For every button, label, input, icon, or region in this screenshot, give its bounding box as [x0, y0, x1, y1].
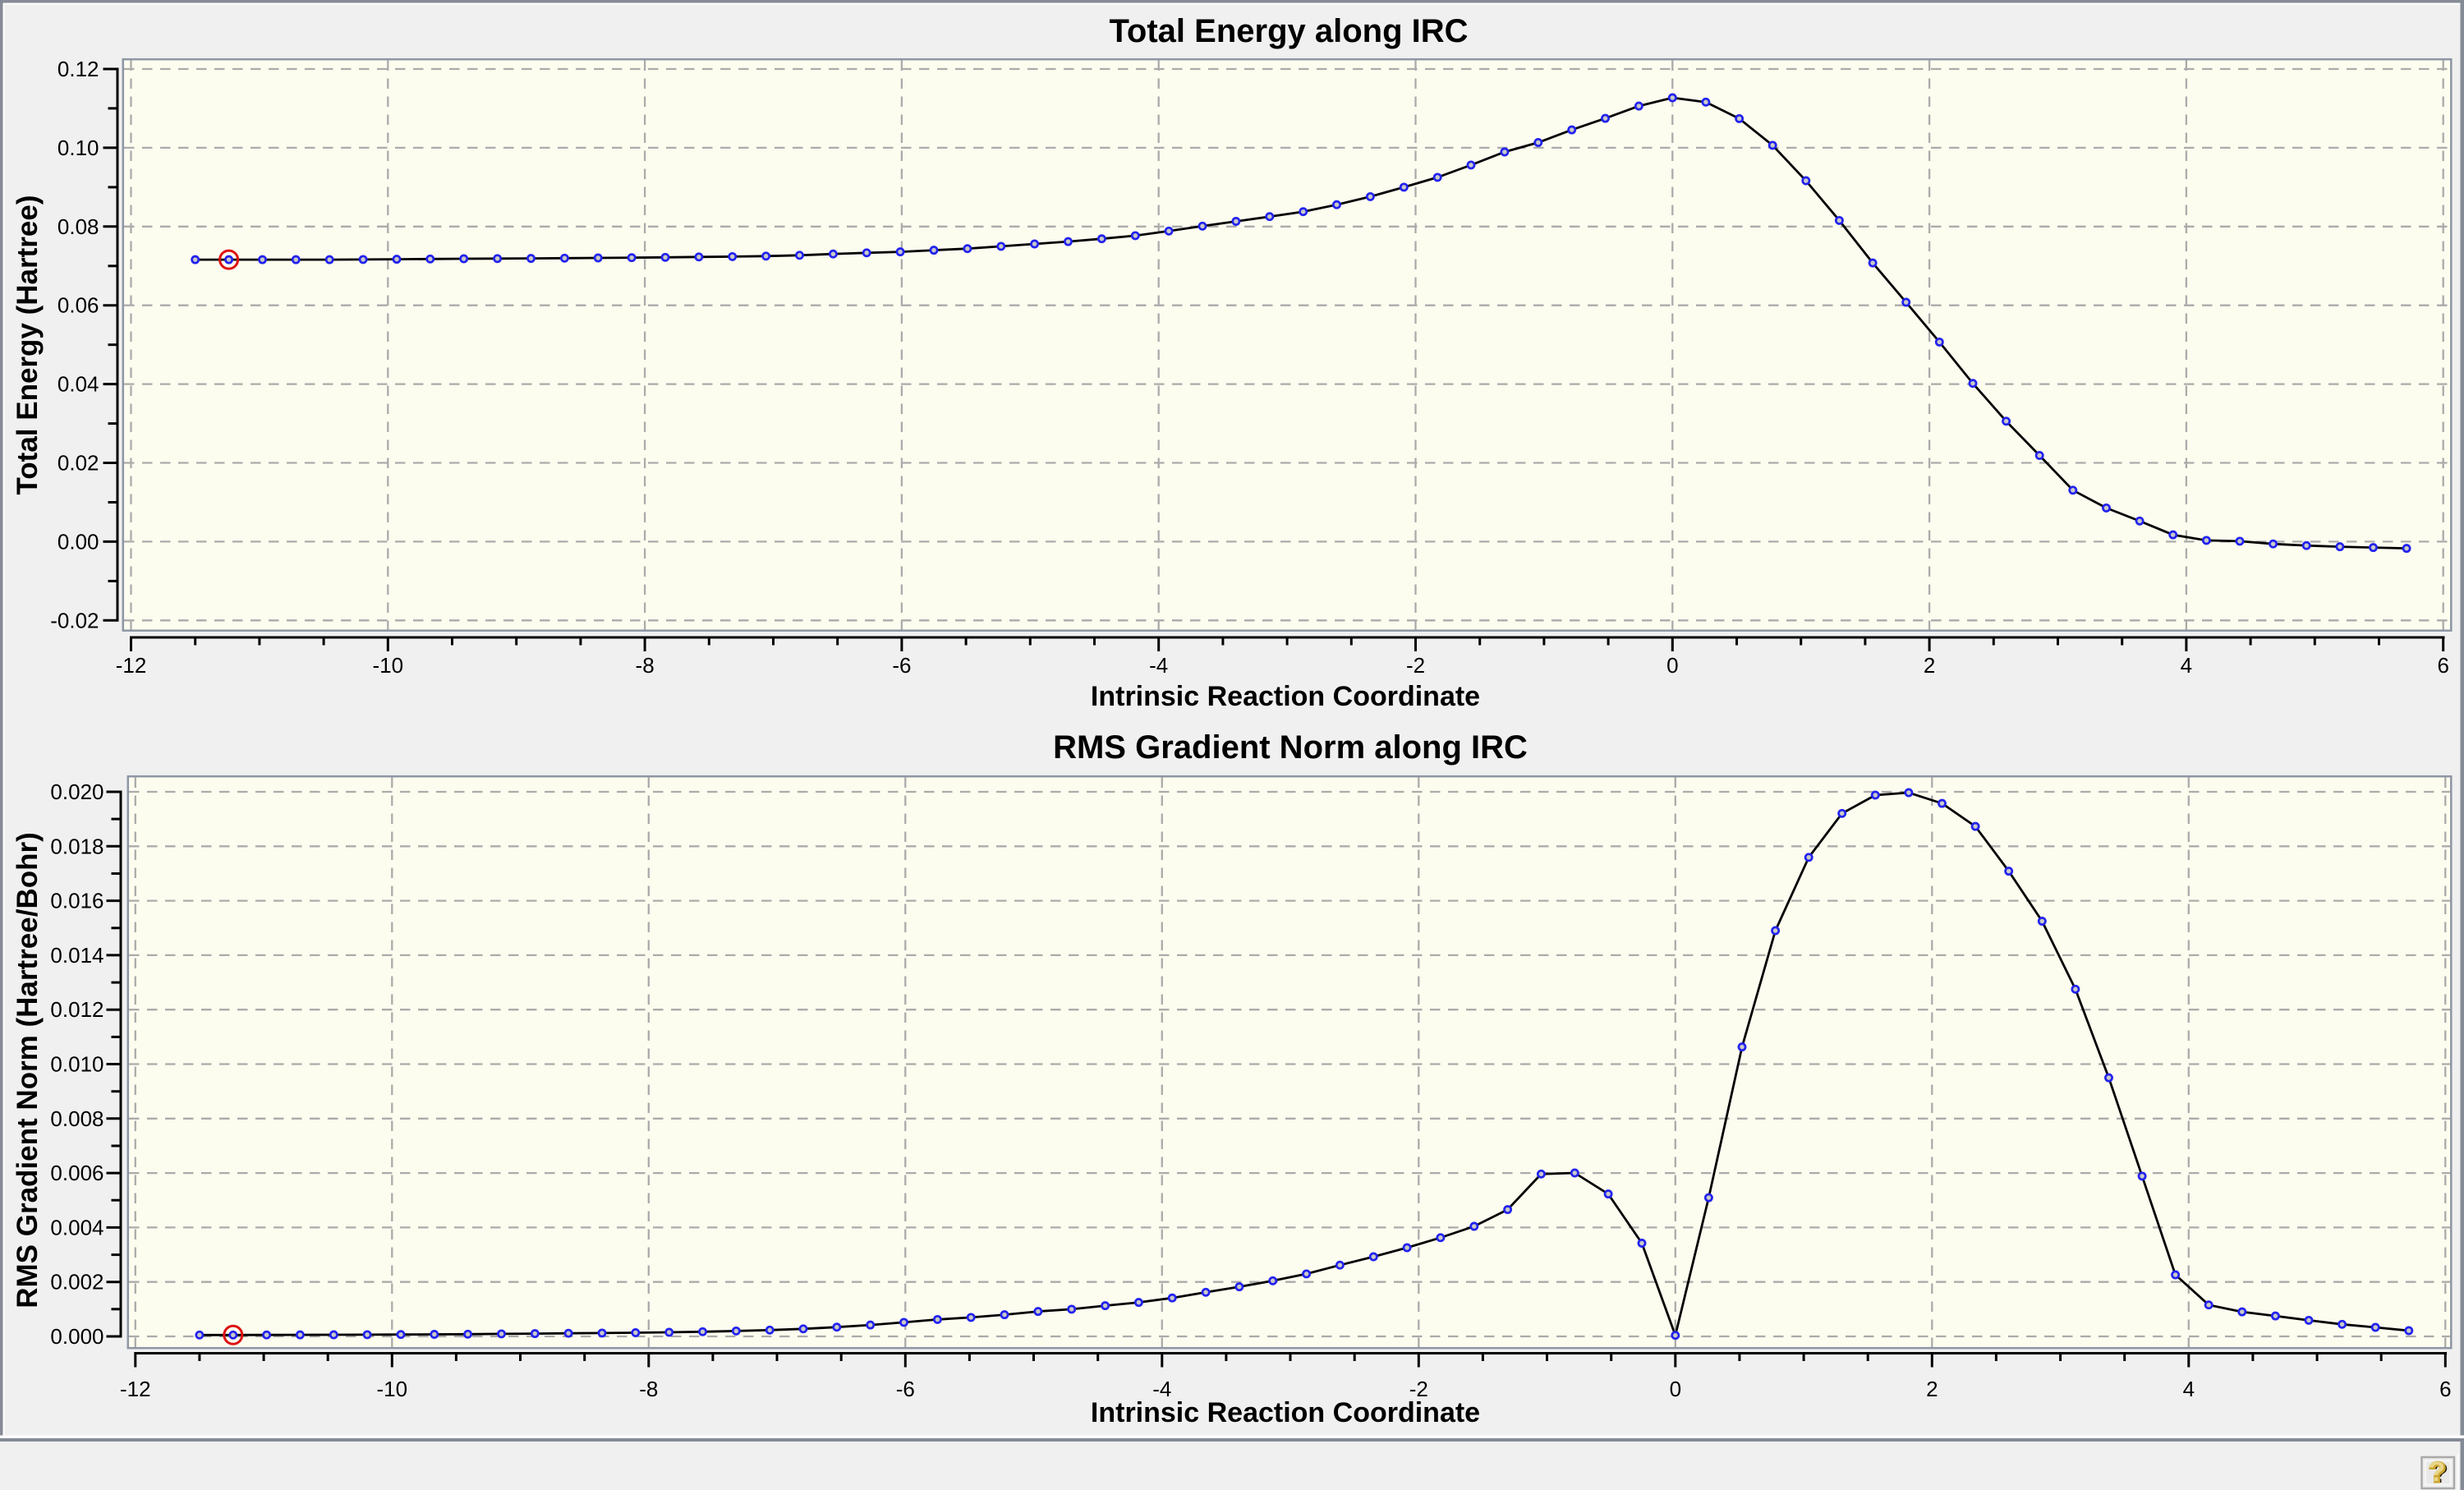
svg-text:0.00: 0.00 [57, 529, 99, 554]
svg-text:4: 4 [2183, 1377, 2195, 1401]
svg-text:-10: -10 [377, 1377, 408, 1401]
svg-text:0.016: 0.016 [50, 889, 103, 913]
svg-text:-4: -4 [1152, 1377, 1171, 1401]
svg-text:0.018: 0.018 [50, 834, 103, 858]
svg-text:0.010: 0.010 [50, 1052, 103, 1077]
svg-text:0.10: 0.10 [57, 136, 99, 160]
svg-text:Intrinsic Reaction Coordinate: Intrinsic Reaction Coordinate [1091, 1397, 1480, 1428]
svg-text:2: 2 [1924, 653, 1935, 678]
svg-text:-10: -10 [373, 653, 404, 678]
svg-text:-12: -12 [120, 1377, 151, 1401]
svg-text:0.08: 0.08 [57, 214, 99, 239]
svg-text:4: 4 [2181, 653, 2192, 678]
svg-text:-8: -8 [639, 1377, 658, 1401]
svg-text:-6: -6 [896, 1377, 915, 1401]
svg-text:0.004: 0.004 [50, 1215, 103, 1239]
svg-text:0.012: 0.012 [50, 997, 103, 1022]
svg-text:0.04: 0.04 [57, 372, 99, 397]
svg-text:-4: -4 [1149, 653, 1168, 678]
svg-text:0.000: 0.000 [50, 1324, 103, 1349]
svg-text:0.014: 0.014 [50, 943, 103, 968]
svg-text:0.020: 0.020 [50, 779, 103, 804]
svg-text:0.002: 0.002 [50, 1270, 103, 1295]
svg-text:0.008: 0.008 [50, 1106, 103, 1131]
svg-text:0.06: 0.06 [57, 293, 99, 318]
svg-text:0.006: 0.006 [50, 1161, 103, 1185]
svg-text:-12: -12 [116, 653, 147, 678]
svg-text:?: ? [2428, 1456, 2445, 1488]
svg-text:?: ? [2429, 1457, 2446, 1488]
svg-text:?: ? [2431, 1458, 2448, 1489]
svg-text:RMS Gradient Norm (Hartree/Boh: RMS Gradient Norm (Hartree/Bohr) [11, 832, 44, 1308]
svg-text:0: 0 [1666, 653, 1678, 678]
svg-text:-6: -6 [892, 653, 911, 678]
svg-text:2: 2 [1926, 1377, 1938, 1401]
svg-text:Total Energy along IRC: Total Energy along IRC [1109, 13, 1468, 49]
svg-text:Intrinsic Reaction Coordinate: Intrinsic Reaction Coordinate [1091, 681, 1480, 712]
svg-text:0.12: 0.12 [57, 57, 99, 81]
svg-text:-0.02: -0.02 [50, 608, 99, 632]
svg-text:6: 6 [2439, 1377, 2451, 1401]
svg-text:-2: -2 [1406, 653, 1425, 678]
svg-text:Total Energy (Hartree): Total Energy (Hartree) [11, 195, 44, 495]
svg-text:0.02: 0.02 [57, 451, 99, 476]
svg-text:-8: -8 [636, 653, 655, 678]
svg-text:6: 6 [2437, 653, 2448, 678]
svg-text:RMS Gradient Norm along IRC: RMS Gradient Norm along IRC [1053, 729, 1528, 766]
svg-text:0: 0 [1670, 1377, 1681, 1401]
svg-text:-2: -2 [1409, 1377, 1428, 1401]
